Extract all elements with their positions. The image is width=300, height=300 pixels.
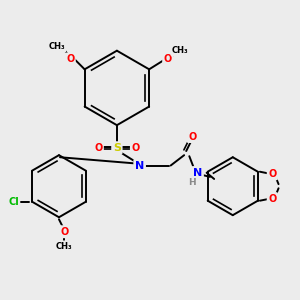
Text: O: O xyxy=(268,194,277,204)
Text: Cl: Cl xyxy=(8,197,19,207)
Text: CH₃: CH₃ xyxy=(172,46,188,55)
Text: O: O xyxy=(188,132,196,142)
Text: O: O xyxy=(94,143,102,153)
Text: O: O xyxy=(268,169,277,179)
Text: N: N xyxy=(135,160,144,170)
Text: O: O xyxy=(131,143,140,153)
Text: O: O xyxy=(66,54,74,64)
Text: CH₃: CH₃ xyxy=(56,242,73,251)
Text: O: O xyxy=(60,227,68,237)
Text: O: O xyxy=(164,54,172,64)
Text: S: S xyxy=(113,143,121,153)
Text: H: H xyxy=(189,178,196,187)
Text: CH₃: CH₃ xyxy=(48,42,65,51)
Text: N: N xyxy=(193,168,202,178)
